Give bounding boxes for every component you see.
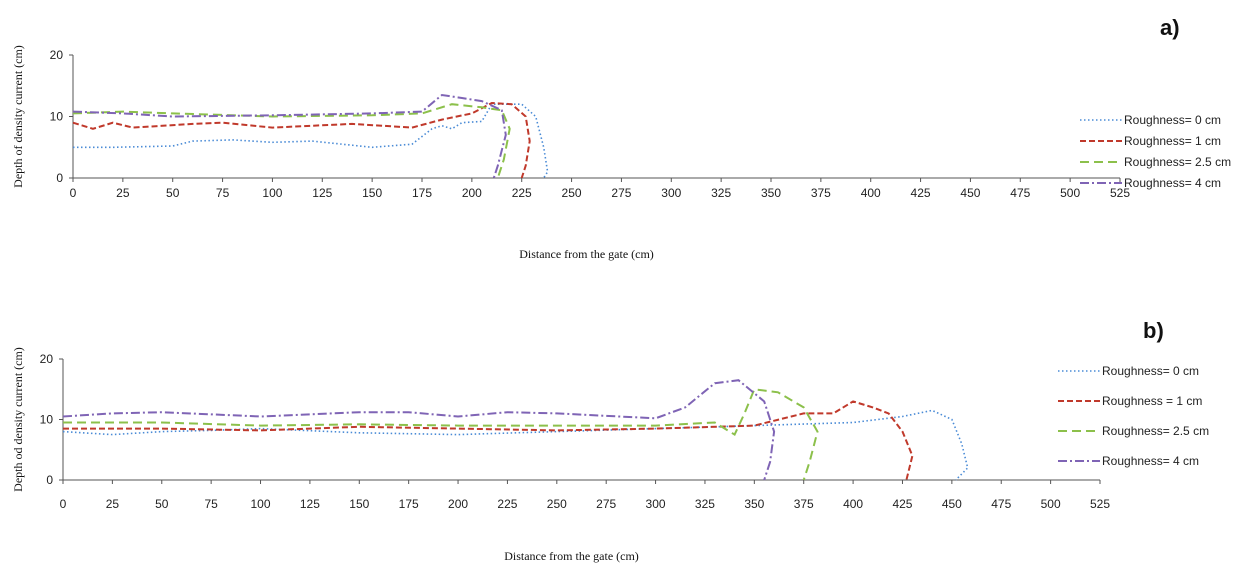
x-tick-label: 0 bbox=[60, 497, 67, 511]
series-line-4 bbox=[72, 93, 507, 179]
series-line-4 bbox=[62, 379, 776, 481]
series-line-1 bbox=[62, 409, 969, 481]
y-tick-label: 0 bbox=[56, 171, 63, 185]
x-tick-label: 0 bbox=[70, 186, 77, 200]
series-line-3 bbox=[72, 103, 511, 179]
x-tick-label: 350 bbox=[744, 497, 764, 511]
series-line-2 bbox=[63, 400, 914, 481]
y-axis-title: Depth of density current (cm) bbox=[11, 45, 25, 188]
x-tick-label: 275 bbox=[611, 186, 631, 200]
legend-label: Roughness= 1 cm bbox=[1124, 134, 1221, 148]
chart-a: 0 25 50 75 100 125 150 175 200 225 250 275 300 325 350… bbox=[11, 15, 1231, 261]
chart-b: 0 25 50 75 100 125 150 175 200 225 250 275 300 325 350… bbox=[11, 318, 1209, 563]
x-tick-label: 475 bbox=[991, 497, 1011, 511]
x-tick-label: 500 bbox=[1060, 186, 1080, 200]
legend-label: Roughness = 1 cm bbox=[1102, 394, 1202, 408]
x-tick-label: 500 bbox=[1041, 497, 1061, 511]
x-tick-label: 350 bbox=[761, 186, 781, 200]
x-tick-label: 100 bbox=[262, 186, 282, 200]
x-axis-title: Distance from the gate (cm) bbox=[519, 247, 654, 261]
y-tick-label: 0 bbox=[46, 473, 53, 487]
x-tick-label: 400 bbox=[861, 186, 881, 200]
panel-label: b) bbox=[1143, 318, 1164, 343]
y-tick-label: 10 bbox=[40, 413, 54, 427]
x-tick-label: 150 bbox=[362, 186, 382, 200]
x-tick-label: 75 bbox=[204, 497, 218, 511]
legend-label: Roughness= 4 cm bbox=[1124, 176, 1221, 190]
x-tick-label: 375 bbox=[794, 497, 814, 511]
x-tick-label: 225 bbox=[512, 186, 532, 200]
y-axis-title: Depth od density current (cm) bbox=[11, 347, 25, 492]
x-tick-label: 50 bbox=[155, 497, 169, 511]
x-tick-label: 225 bbox=[497, 497, 517, 511]
x-tick-label: 125 bbox=[312, 186, 332, 200]
y-tick-label: 10 bbox=[50, 110, 64, 124]
x-tick-label: 525 bbox=[1090, 497, 1110, 511]
series-line-2 bbox=[72, 101, 531, 179]
x-tick-label: 125 bbox=[300, 497, 320, 511]
y-tick-label: 20 bbox=[40, 352, 54, 366]
x-tick-label: 200 bbox=[448, 497, 468, 511]
x-tick-label: 325 bbox=[711, 186, 731, 200]
x-tick-label: 450 bbox=[960, 186, 980, 200]
x-tick-label: 325 bbox=[695, 497, 715, 511]
x-axis-title: Distance from the gate (cm) bbox=[504, 549, 639, 563]
series-line-3 bbox=[63, 388, 819, 481]
x-tick-label: 75 bbox=[216, 186, 230, 200]
x-tick-label: 150 bbox=[349, 497, 369, 511]
x-tick-label: 300 bbox=[646, 497, 666, 511]
legend-label: Roughness= 2.5 cm bbox=[1124, 155, 1231, 169]
x-tick-label: 275 bbox=[596, 497, 616, 511]
x-tick-label: 425 bbox=[892, 497, 912, 511]
legend-label: Roughness= 2.5 cm bbox=[1102, 424, 1209, 438]
x-tick-label: 525 bbox=[1110, 186, 1130, 200]
x-tick-label: 425 bbox=[911, 186, 931, 200]
x-tick-label: 175 bbox=[412, 186, 432, 200]
x-tick-label: 50 bbox=[166, 186, 180, 200]
x-tick-label: 100 bbox=[251, 497, 271, 511]
x-tick-label: 25 bbox=[116, 186, 130, 200]
x-tick-label: 175 bbox=[399, 497, 419, 511]
x-tick-label: 250 bbox=[547, 497, 567, 511]
x-tick-label: 300 bbox=[661, 186, 681, 200]
x-tick-label: 200 bbox=[462, 186, 482, 200]
panel-label: a) bbox=[1160, 15, 1180, 40]
x-tick-label: 375 bbox=[811, 186, 831, 200]
x-tick-label: 475 bbox=[1010, 186, 1030, 200]
y-tick-label: 20 bbox=[50, 48, 64, 62]
x-tick-label: 250 bbox=[562, 186, 582, 200]
x-tick-label: 450 bbox=[942, 497, 962, 511]
x-tick-label: 400 bbox=[843, 497, 863, 511]
legend-label: Roughness= 0 cm bbox=[1124, 113, 1221, 127]
x-tick-label: 25 bbox=[106, 497, 120, 511]
legend-label: Roughness= 4 cm bbox=[1102, 454, 1199, 468]
legend-label: Roughness= 0 cm bbox=[1102, 364, 1199, 378]
